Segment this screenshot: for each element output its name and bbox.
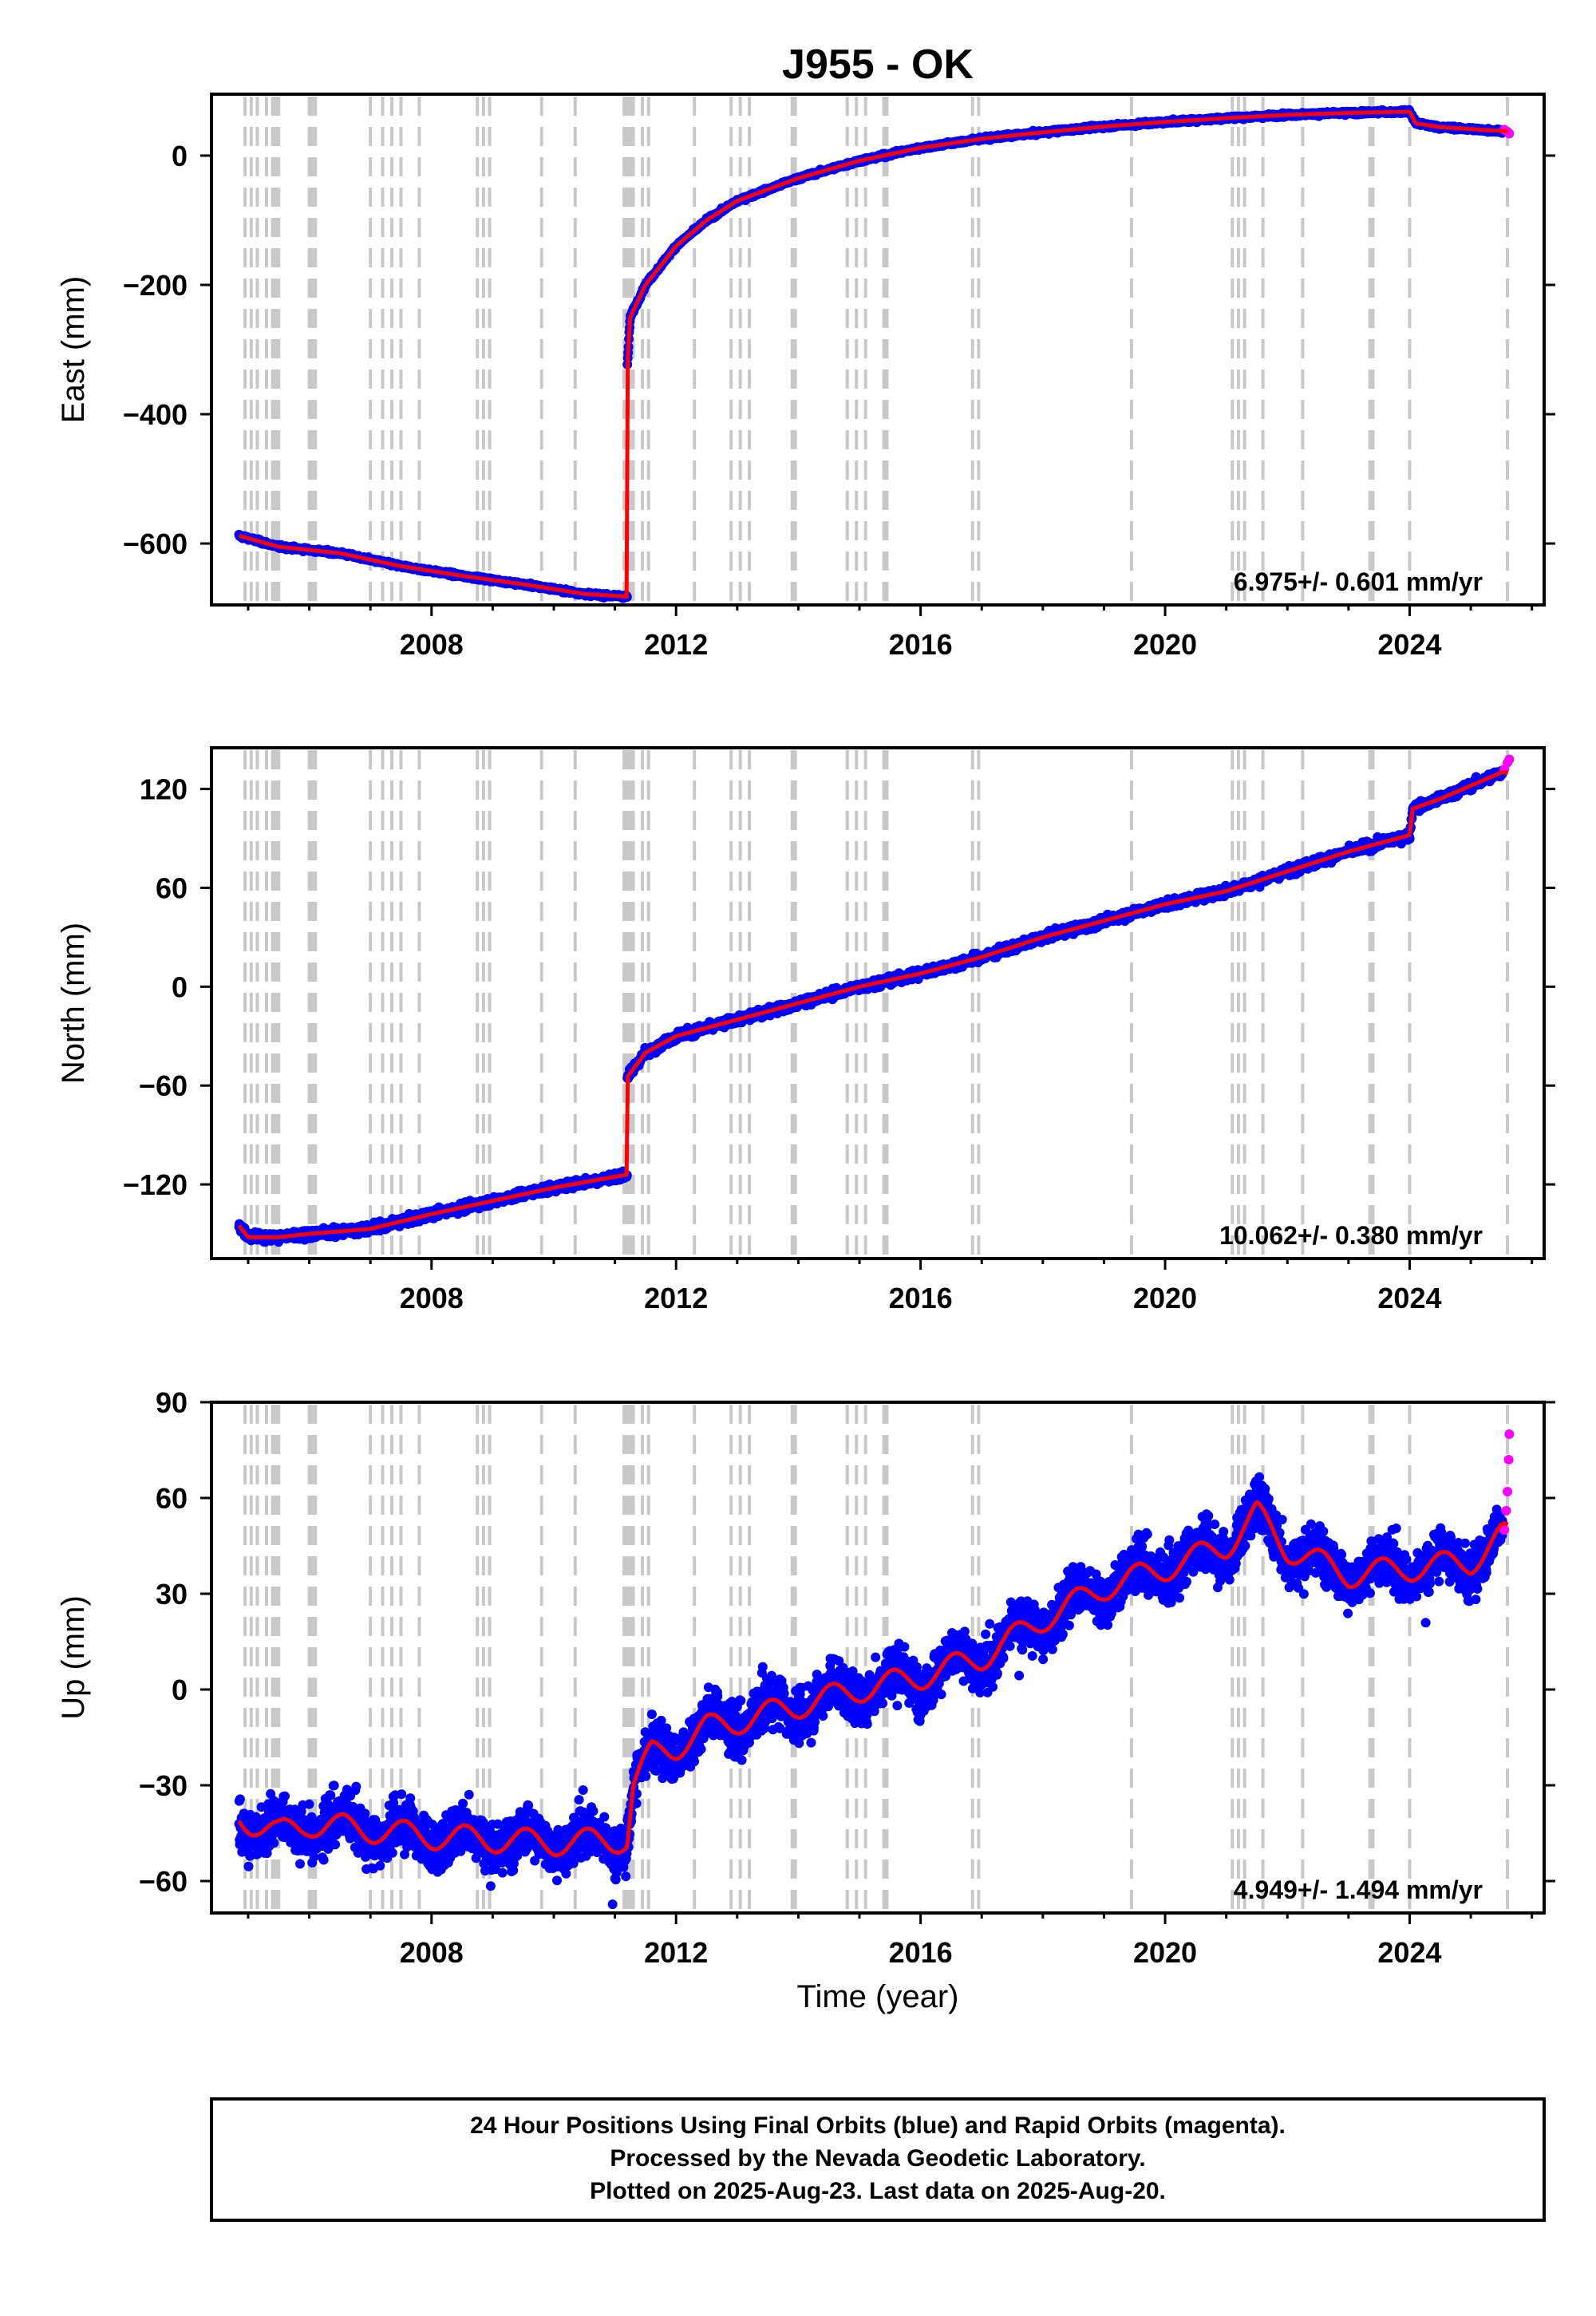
final-orbit-points bbox=[234, 765, 1507, 1247]
y-tick-label: −400 bbox=[123, 398, 188, 431]
model-line bbox=[238, 109, 1508, 599]
y-axis: 0 −200 −400 −600 bbox=[123, 140, 1555, 560]
x-axis: 2008 2012 2016 2020 2024 bbox=[247, 605, 1534, 661]
y-tick-label: −200 bbox=[123, 269, 188, 302]
event-lines bbox=[243, 750, 1510, 1256]
x-tick-label: 2012 bbox=[644, 628, 708, 661]
y-axis-label: East (mm) bbox=[56, 276, 91, 423]
plot-frame bbox=[210, 93, 1546, 607]
figure-title: J955 - OK bbox=[782, 41, 974, 88]
x-tick-label: 2016 bbox=[889, 628, 953, 661]
event-lines bbox=[243, 97, 1510, 603]
rate-label: 6.975+/- 0.601 mm/yr bbox=[1234, 567, 1483, 596]
x-tick-label: 2008 bbox=[400, 628, 464, 661]
x-tick-label: 2024 bbox=[1377, 628, 1441, 661]
east-panel: 2008 2012 2016 2020 2024 0 −200 −400 −600 East (m… bbox=[56, 93, 1555, 661]
x-tick-label: 2020 bbox=[1133, 628, 1197, 661]
y-tick-label: −600 bbox=[123, 528, 188, 560]
final-orbit-points bbox=[234, 105, 1507, 603]
y-tick-label: 0 bbox=[172, 140, 188, 172]
